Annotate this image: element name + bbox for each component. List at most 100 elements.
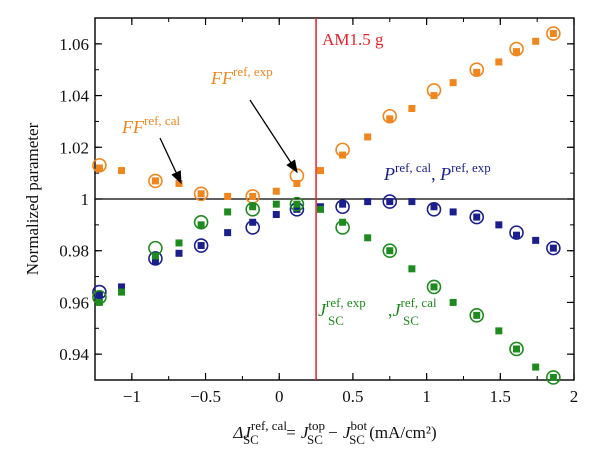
p-sup1: ref, cal bbox=[395, 160, 431, 175]
y-tick-label: 1.06 bbox=[59, 35, 89, 54]
j-sep: , bbox=[388, 300, 393, 320]
square-marker-p bbox=[249, 218, 257, 226]
circle-marker-ff bbox=[509, 41, 524, 57]
j-base1: J bbox=[318, 300, 327, 320]
square-marker-j bbox=[197, 221, 205, 229]
y-tick-label: 1 bbox=[81, 190, 90, 209]
x-tick-label: 2 bbox=[570, 387, 579, 406]
circle-marker-ff bbox=[193, 186, 209, 202]
square-marker-ff bbox=[386, 115, 394, 123]
square-marker-p bbox=[95, 291, 103, 299]
square-marker-ff bbox=[408, 105, 416, 112]
square-marker-j bbox=[386, 247, 394, 255]
square-marker-j bbox=[532, 363, 540, 371]
square-marker-j bbox=[339, 218, 347, 226]
square-marker-ff bbox=[175, 179, 183, 187]
square-marker-j bbox=[449, 298, 457, 306]
square-marker-j bbox=[408, 265, 416, 273]
j-sup1: ref, exp bbox=[326, 295, 366, 310]
square-marker-ff bbox=[513, 48, 521, 56]
y-tick-label: 0.96 bbox=[59, 293, 89, 312]
square-marker-p bbox=[272, 211, 280, 219]
square-marker-p bbox=[197, 242, 205, 250]
circle-marker-j bbox=[509, 341, 524, 357]
square-marker-p bbox=[549, 244, 557, 252]
square-marker-p bbox=[408, 198, 416, 206]
p-annotation: Pref, cal, Pref, exp bbox=[383, 160, 491, 184]
circle-marker-p bbox=[193, 238, 209, 253]
circle-marker-j bbox=[469, 308, 485, 323]
square-marker-ff bbox=[95, 164, 103, 172]
p-base1: P bbox=[383, 164, 395, 184]
y-axis-label: Normalized parameter bbox=[23, 122, 42, 275]
square-marker-j bbox=[293, 200, 301, 208]
circle-marker-ff bbox=[92, 158, 107, 173]
square-marker-ff bbox=[495, 58, 503, 66]
data-markers bbox=[92, 26, 561, 385]
xlabel-sub1: SC bbox=[243, 432, 259, 447]
square-marker-j bbox=[513, 345, 521, 353]
square-marker-j bbox=[224, 208, 232, 216]
square-marker-j bbox=[118, 288, 126, 296]
ff-exp-base: FF bbox=[210, 68, 234, 88]
square-marker-ff bbox=[249, 192, 257, 200]
square-marker-j bbox=[495, 327, 503, 335]
square-marker-p bbox=[175, 249, 183, 257]
circle-marker-p bbox=[148, 251, 163, 266]
circle-marker-ff bbox=[148, 173, 163, 189]
circle-marker-p bbox=[546, 240, 561, 256]
square-marker-p bbox=[118, 283, 126, 291]
x-tick-label: −0.5 bbox=[190, 387, 221, 406]
xlabel-minus: − J bbox=[323, 423, 352, 442]
xlabel-sup1: ref, cal bbox=[251, 418, 287, 433]
circle-marker-j bbox=[546, 370, 561, 385]
circle-marker-p bbox=[335, 199, 350, 215]
xlabel-sup3: bot bbox=[350, 418, 367, 433]
j-annotation: Jref, exp SC,Jref, cal SC bbox=[318, 295, 437, 328]
square-marker-p bbox=[364, 198, 372, 206]
ff-exp-annotation: FFref, exp bbox=[210, 64, 273, 88]
circle-marker-p bbox=[509, 225, 524, 240]
xlabel-eq: = J bbox=[281, 423, 310, 442]
j-sub1: SC bbox=[328, 313, 344, 328]
circle-marker-j bbox=[382, 243, 398, 259]
square-marker-j bbox=[249, 203, 257, 211]
square-marker-ff bbox=[532, 37, 540, 45]
square-marker-ff bbox=[430, 92, 438, 100]
x-axis-label: ΔJref, cal SC = Jtop SC − Jbot SC (mA/cm²) bbox=[232, 418, 436, 447]
circle-marker-p bbox=[92, 284, 107, 300]
circle-marker-p bbox=[469, 209, 485, 225]
ff-cal-annotation: FFref, cal bbox=[121, 113, 180, 137]
square-marker-ff bbox=[473, 68, 481, 76]
circle-marker-p bbox=[426, 202, 442, 217]
am15g-label: AM1.5 g bbox=[322, 30, 384, 49]
square-marker-ff bbox=[339, 151, 347, 159]
square-marker-p bbox=[495, 221, 503, 229]
square-marker-p bbox=[473, 213, 481, 221]
j-base2: J bbox=[393, 300, 402, 320]
square-marker-ff bbox=[364, 133, 372, 141]
circle-marker-ff bbox=[469, 62, 485, 78]
p-sup2: ref, exp bbox=[451, 160, 491, 175]
square-marker-ff bbox=[118, 167, 126, 175]
j-sup2: ref, cal bbox=[401, 295, 437, 310]
square-marker-ff bbox=[151, 177, 159, 185]
y-tick-label: 1.04 bbox=[59, 87, 89, 106]
square-marker-j bbox=[473, 311, 481, 319]
x-tick-label: −1 bbox=[123, 387, 141, 406]
y-axis-ticks: 0.94 0.96 0.98 1 1.02 1.04 1.06 bbox=[59, 17, 574, 381]
p-sep: , bbox=[431, 164, 440, 184]
square-marker-j bbox=[272, 200, 280, 208]
square-marker-p bbox=[339, 200, 347, 208]
circle-marker-j bbox=[289, 196, 305, 212]
xlabel-prefix: ΔJ bbox=[232, 423, 252, 442]
square-marker-p bbox=[224, 229, 232, 237]
circle-marker-j bbox=[193, 214, 209, 230]
circle-marker-j bbox=[426, 279, 442, 295]
square-marker-ff bbox=[449, 79, 457, 87]
square-marker-ff bbox=[272, 187, 280, 195]
x-tick-label: 0 bbox=[275, 387, 284, 406]
square-marker-p bbox=[151, 257, 159, 265]
ff-exp-sup: ref, exp bbox=[233, 64, 273, 79]
